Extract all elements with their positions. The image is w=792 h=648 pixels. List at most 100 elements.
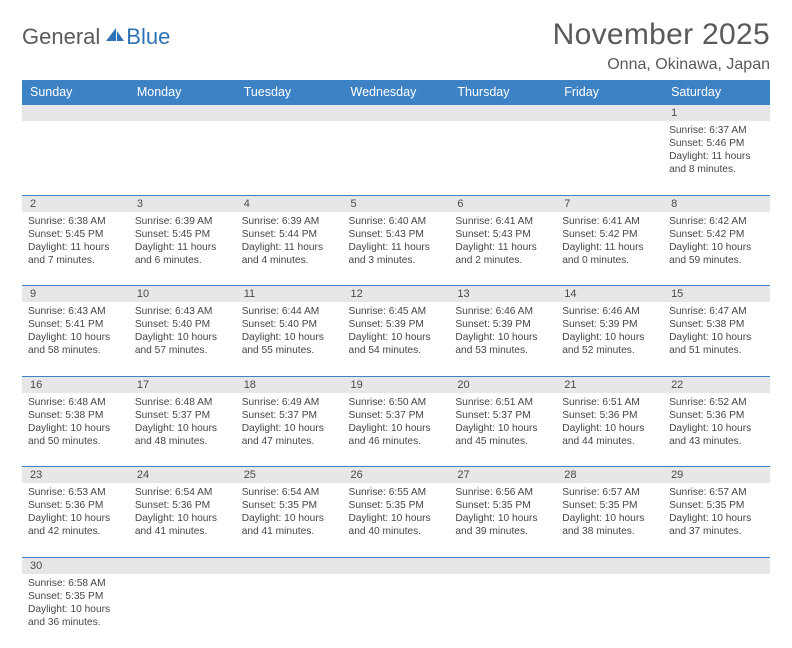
weekday-header: Monday [129,80,236,105]
sunrise-line: Sunrise: 6:53 AM [28,486,123,499]
day-cell: Sunrise: 6:44 AMSunset: 5:40 PMDaylight:… [236,302,343,376]
daylight-line: Daylight: 11 hours and 0 minutes. [562,241,657,267]
day-cell: Sunrise: 6:57 AMSunset: 5:35 PMDaylight:… [663,483,770,557]
day-cell [343,574,450,648]
daylight-line: Daylight: 10 hours and 55 minutes. [242,331,337,357]
daylight-line: Daylight: 10 hours and 57 minutes. [135,331,230,357]
daylight-line: Daylight: 11 hours and 3 minutes. [349,241,444,267]
sunrise-line: Sunrise: 6:43 AM [135,305,230,318]
daylight-line: Daylight: 10 hours and 39 minutes. [455,512,550,538]
day-cell [129,574,236,648]
day-number-cell: 20 [449,376,556,393]
sunset-line: Sunset: 5:42 PM [669,228,764,241]
day-number-row: 9101112131415 [22,286,770,303]
daylight-line: Daylight: 10 hours and 45 minutes. [455,422,550,448]
day-cell: Sunrise: 6:49 AMSunset: 5:37 PMDaylight:… [236,393,343,467]
calendar-table: SundayMondayTuesdayWednesdayThursdayFrid… [22,80,770,648]
day-content-row: Sunrise: 6:53 AMSunset: 5:36 PMDaylight:… [22,483,770,557]
sunrise-line: Sunrise: 6:38 AM [28,215,123,228]
sunset-line: Sunset: 5:35 PM [562,499,657,512]
day-number-row: 23242526272829 [22,467,770,484]
daylight-line: Daylight: 10 hours and 44 minutes. [562,422,657,448]
logo-text-blue: Blue [126,24,170,50]
calendar-body: 1Sunrise: 6:37 AMSunset: 5:46 PMDaylight… [22,105,770,648]
day-number-cell: 30 [22,557,129,574]
sunset-line: Sunset: 5:38 PM [669,318,764,331]
day-cell: Sunrise: 6:51 AMSunset: 5:36 PMDaylight:… [556,393,663,467]
day-number-cell [129,557,236,574]
day-cell [22,121,129,195]
day-number-row: 30 [22,557,770,574]
sunrise-line: Sunrise: 6:39 AM [135,215,230,228]
sail-icon [104,24,126,50]
sunset-line: Sunset: 5:40 PM [135,318,230,331]
day-content-row: Sunrise: 6:37 AMSunset: 5:46 PMDaylight:… [22,121,770,195]
weekday-header: Sunday [22,80,129,105]
day-cell: Sunrise: 6:39 AMSunset: 5:45 PMDaylight:… [129,212,236,286]
daylight-line: Daylight: 10 hours and 37 minutes. [669,512,764,538]
day-cell [663,574,770,648]
daylight-line: Daylight: 10 hours and 42 minutes. [28,512,123,538]
day-number-cell: 23 [22,467,129,484]
sunset-line: Sunset: 5:39 PM [349,318,444,331]
day-number-cell: 1 [663,105,770,122]
daylight-line: Daylight: 10 hours and 41 minutes. [242,512,337,538]
day-cell: Sunrise: 6:40 AMSunset: 5:43 PMDaylight:… [343,212,450,286]
day-cell: Sunrise: 6:41 AMSunset: 5:42 PMDaylight:… [556,212,663,286]
day-number-cell [556,105,663,122]
day-number-cell [236,105,343,122]
day-cell: Sunrise: 6:57 AMSunset: 5:35 PMDaylight:… [556,483,663,557]
sunset-line: Sunset: 5:36 PM [28,499,123,512]
daylight-line: Daylight: 10 hours and 48 minutes. [135,422,230,448]
daylight-line: Daylight: 11 hours and 2 minutes. [455,241,550,267]
daylight-line: Daylight: 11 hours and 6 minutes. [135,241,230,267]
day-cell: Sunrise: 6:41 AMSunset: 5:43 PMDaylight:… [449,212,556,286]
sunrise-line: Sunrise: 6:55 AM [349,486,444,499]
day-number-cell: 7 [556,195,663,212]
day-number-cell: 17 [129,376,236,393]
day-cell: Sunrise: 6:54 AMSunset: 5:35 PMDaylight:… [236,483,343,557]
sunrise-line: Sunrise: 6:40 AM [349,215,444,228]
day-number-cell: 29 [663,467,770,484]
sunrise-line: Sunrise: 6:45 AM [349,305,444,318]
day-number-cell [663,557,770,574]
sunrise-line: Sunrise: 6:48 AM [135,396,230,409]
day-number-cell: 12 [343,286,450,303]
sunrise-line: Sunrise: 6:44 AM [242,305,337,318]
sunrise-line: Sunrise: 6:54 AM [135,486,230,499]
day-number-cell: 6 [449,195,556,212]
daylight-line: Daylight: 11 hours and 8 minutes. [669,150,764,176]
sunset-line: Sunset: 5:37 PM [135,409,230,422]
sunset-line: Sunset: 5:42 PM [562,228,657,241]
day-cell: Sunrise: 6:45 AMSunset: 5:39 PMDaylight:… [343,302,450,376]
daylight-line: Daylight: 10 hours and 54 minutes. [349,331,444,357]
sunrise-line: Sunrise: 6:52 AM [669,396,764,409]
day-number-cell: 8 [663,195,770,212]
day-number-cell [556,557,663,574]
day-number-cell: 2 [22,195,129,212]
day-cell [556,574,663,648]
sunrise-line: Sunrise: 6:46 AM [562,305,657,318]
day-cell: Sunrise: 6:58 AMSunset: 5:35 PMDaylight:… [22,574,129,648]
sunrise-line: Sunrise: 6:56 AM [455,486,550,499]
day-number-cell [449,105,556,122]
sunset-line: Sunset: 5:45 PM [135,228,230,241]
day-cell [449,121,556,195]
day-number-cell: 3 [129,195,236,212]
sunset-line: Sunset: 5:43 PM [349,228,444,241]
day-cell: Sunrise: 6:46 AMSunset: 5:39 PMDaylight:… [556,302,663,376]
day-number-cell: 26 [343,467,450,484]
daylight-line: Daylight: 10 hours and 36 minutes. [28,603,123,629]
weekday-header: Thursday [449,80,556,105]
day-content-row: Sunrise: 6:38 AMSunset: 5:45 PMDaylight:… [22,212,770,286]
sunrise-line: Sunrise: 6:48 AM [28,396,123,409]
day-cell: Sunrise: 6:39 AMSunset: 5:44 PMDaylight:… [236,212,343,286]
day-number-cell: 21 [556,376,663,393]
header: General Blue November 2025 Onna, Okinawa… [22,18,770,74]
weekday-header: Friday [556,80,663,105]
sunset-line: Sunset: 5:44 PM [242,228,337,241]
day-cell: Sunrise: 6:48 AMSunset: 5:38 PMDaylight:… [22,393,129,467]
sunset-line: Sunset: 5:36 PM [669,409,764,422]
daylight-line: Daylight: 10 hours and 51 minutes. [669,331,764,357]
day-number-cell: 24 [129,467,236,484]
